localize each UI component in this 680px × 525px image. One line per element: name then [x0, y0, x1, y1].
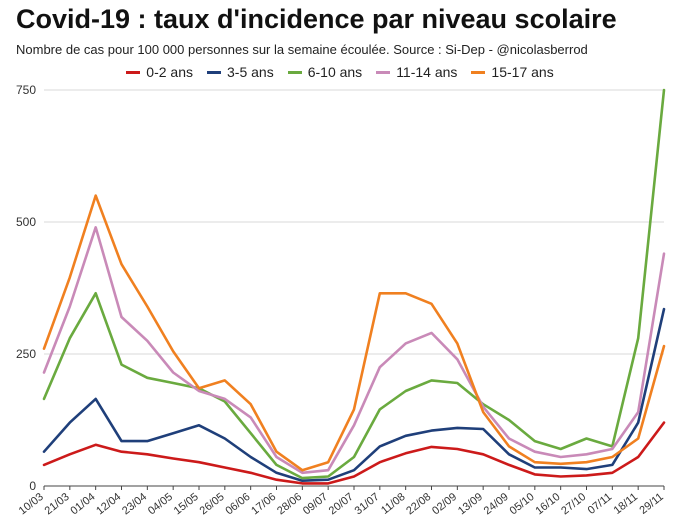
legend-entry-3-5[interactable]: 3-5 ans [207, 64, 274, 80]
y-tick-label: 750 [16, 83, 36, 97]
chart-title: Covid-19 : taux d'incidence par niveau s… [16, 4, 617, 34]
legend-label-6-10: 6-10 ans [307, 64, 363, 80]
x-tick-label: 11/08 [379, 491, 407, 517]
series-line-0-2-ans[interactable] [42, 421, 666, 485]
x-tick-label: 22/08 [404, 491, 433, 517]
x-tick-label: 21/03 [43, 491, 72, 517]
x-tick-label: 06/06 [223, 491, 252, 517]
legend-swatch-15-17 [471, 70, 486, 74]
x-tick-label: 31/07 [353, 491, 382, 517]
x-tick-label: 18/11 [612, 491, 640, 517]
series-line-11-14-ans[interactable] [42, 226, 666, 475]
x-tick-label: 24/09 [482, 491, 511, 517]
y-tick-label: 0 [29, 479, 36, 493]
legend-label-15-17: 15-17 ans [491, 64, 554, 80]
axis-layer: 0 250 500 750 10/0321/0301/0412/0423/0404/05… [16, 83, 666, 517]
x-tick-label: 26/05 [198, 491, 227, 517]
legend-entry-15-17[interactable]: 15-17 ans [471, 64, 554, 80]
x-tick-label: 29/11 [637, 491, 665, 517]
series-line-3-5-ans[interactable] [42, 307, 666, 482]
legend-label-0-2: 0-2 ans [146, 64, 193, 80]
x-tick-label: 20/07 [327, 491, 356, 517]
x-tick-label: 04/05 [146, 491, 175, 517]
x-tick-label: 02/09 [430, 491, 459, 517]
x-tick-label: 10/03 [17, 491, 46, 517]
x-tick-label: 16/10 [533, 491, 562, 517]
legend-swatch-11-14 [376, 70, 391, 74]
legend-swatch-6-10 [287, 70, 302, 74]
y-tick-label: 500 [16, 215, 36, 229]
legend: 0-2 ans 3-5 ans 6-10 ans 11-14 ans 15-17… [0, 64, 680, 80]
chart-subtitle: Nombre de cas pour 100 000 personnes sur… [16, 42, 588, 57]
legend-entry-6-10[interactable]: 6-10 ans [287, 64, 363, 80]
legend-label-11-14: 11-14 ans [396, 64, 458, 80]
x-tick-label: 01/04 [68, 491, 97, 517]
x-tick-label: 28/06 [275, 491, 304, 517]
legend-swatch-3-5 [207, 70, 221, 74]
x-tick-label: 13/09 [456, 491, 485, 517]
series-line-15-17-ans[interactable] [42, 194, 666, 472]
grid-layer [44, 89, 664, 355]
legend-entry-0-2[interactable]: 0-2 ans [126, 64, 193, 80]
x-tick-label: 09/07 [301, 491, 330, 517]
y-tick-label: 250 [16, 347, 36, 361]
x-tick-label: 07/11 [586, 491, 614, 517]
series-layer [42, 88, 666, 485]
x-tick-label: 12/04 [94, 491, 123, 517]
series-line-6-10-ans[interactable] [42, 88, 666, 480]
x-tick-label: 23/04 [120, 491, 149, 517]
legend-entry-11-14[interactable]: 11-14 ans [376, 64, 457, 80]
legend-swatch-0-2 [126, 70, 141, 74]
x-tick-label: 05/10 [508, 491, 537, 517]
legend-label-3-5: 3-5 ans [227, 64, 274, 80]
x-tick-label: 27/10 [559, 491, 588, 517]
x-tick-label: 15/05 [172, 491, 201, 517]
x-tick-label: 17/06 [249, 491, 278, 517]
